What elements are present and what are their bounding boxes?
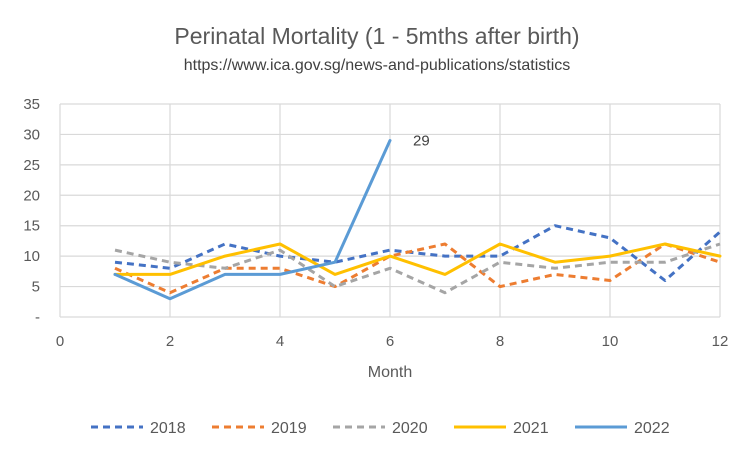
- chart-title: Perinatal Mortality (1 - 5mths after bir…: [174, 23, 579, 49]
- series-line-2020: [114, 242, 721, 295]
- legend-label: 2019: [271, 420, 307, 437]
- legend-item-2020: 2020: [333, 420, 428, 437]
- legend: 2018 2019 2020 2021 2022: [91, 420, 670, 437]
- x-tick-label: 10: [602, 333, 619, 350]
- series-line-2022: [113, 139, 392, 301]
- chart-subtitle: https://www.ica.gov.sg/news-and-publicat…: [184, 57, 571, 74]
- y-tick-label: 35: [23, 96, 40, 113]
- annotations: 29: [413, 133, 430, 150]
- series-line-2021: [113, 242, 722, 276]
- legend-item-2022: 2022: [575, 420, 670, 437]
- legend-label: 2020: [392, 420, 428, 437]
- y-tick-label: -: [35, 309, 40, 326]
- data-label: 29: [413, 133, 430, 150]
- legend-item-2019: 2019: [212, 420, 307, 437]
- x-tick-label: 8: [496, 333, 504, 350]
- legend-item-2021: 2021: [454, 420, 549, 437]
- series-lines: [113, 139, 722, 301]
- y-tick-label: 25: [23, 157, 40, 174]
- x-tick-label: 6: [386, 333, 394, 350]
- y-tick-label: 30: [23, 126, 40, 143]
- legend-item-2018: 2018: [91, 420, 186, 437]
- legend-label: 2022: [634, 420, 670, 437]
- y-tick-label: 5: [32, 279, 40, 296]
- legend-label: 2018: [150, 420, 186, 437]
- series-line-2019: [114, 242, 721, 295]
- y-tick-label: 15: [23, 218, 40, 235]
- x-tick-label: 0: [56, 333, 64, 350]
- x-tick-label: 12: [712, 333, 729, 350]
- y-tick-label: 20: [23, 187, 40, 204]
- tick-labels: - 5 10 15 20 25 30 35 0 2 4 6 8 10 12: [23, 96, 728, 350]
- x-tick-label: 4: [276, 333, 284, 350]
- legend-label: 2021: [513, 420, 549, 437]
- x-axis-label: Month: [368, 364, 412, 381]
- x-tick-label: 2: [166, 333, 174, 350]
- y-tick-label: 10: [23, 248, 40, 265]
